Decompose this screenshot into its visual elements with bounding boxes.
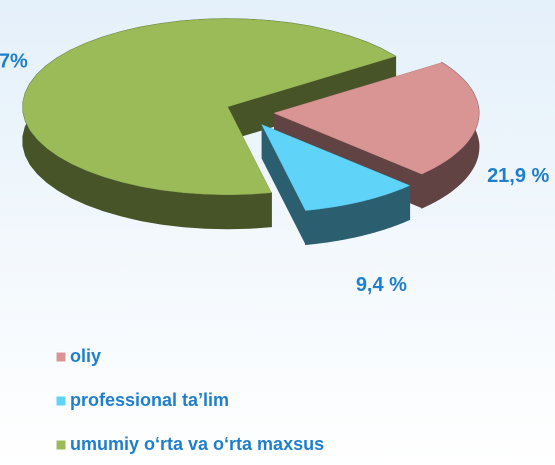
slice [261,124,411,211]
slice [273,62,480,175]
data-label: 9,4 % [356,274,407,296]
data-label: 68,7% [0,50,28,72]
data-label: 21,9 % [487,165,549,187]
slice-side [261,124,306,245]
legend-swatch [55,439,67,451]
legend-swatch [55,395,67,407]
legend-label: oliy [70,346,101,366]
legend-label: professional ta’lim [70,390,229,410]
slice [22,18,397,196]
slice-side [227,56,396,141]
legend-swatch [55,351,67,363]
legend-label: umumiy o‘rta va o‘rta maxsus [70,434,324,454]
